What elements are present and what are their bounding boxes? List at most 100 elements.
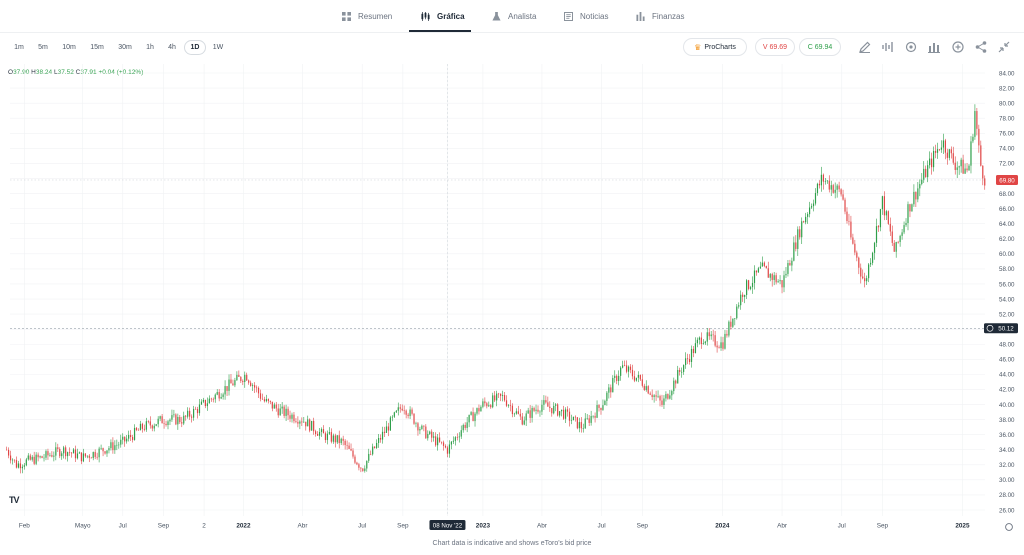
timeframe-1m[interactable]: 1m [14,44,24,51]
candle-body [159,416,161,419]
timeframe-4h[interactable]: 4h [168,44,176,51]
candle-body [972,136,974,142]
y-tick-label: 40.00 [999,402,1015,409]
candle-body [72,449,75,454]
candle-body [771,274,773,280]
candle-body [807,214,809,217]
candle-body [775,275,777,283]
share-icon[interactable] [974,40,988,54]
candle-body [777,281,779,283]
candle-body [513,413,515,415]
candle-body [196,409,199,414]
candle-body [915,191,917,200]
price-chart[interactable]: 26.00 28.00 30.00 32.00 34.00 36.00 38.00 40.00… [0,62,1024,540]
candle-body [23,465,25,467]
candle-body [525,413,527,421]
candle-body [885,211,887,216]
candle-body [671,391,673,396]
sell-button[interactable]: V 69.69 [755,38,795,56]
procharts-label: ProCharts [704,43,736,51]
candle-body [153,425,155,429]
timeframe-30m[interactable]: 30m [118,44,132,51]
tab-resumen[interactable]: Resumen [342,0,392,32]
timeframe-10m[interactable]: 10m [62,44,76,51]
timeframe-15m[interactable]: 15m [90,44,104,51]
candle-body [751,282,754,288]
candle-body [456,437,458,438]
tab-noticias[interactable]: Noticias [564,0,608,32]
candle-body [13,459,16,461]
candle-body [240,376,242,381]
candle-body [519,413,521,417]
tab-grafica[interactable]: Gráfica [421,0,465,32]
last-price-tag [996,174,1018,185]
candle-body [464,424,466,428]
candle-body [114,445,116,451]
y-tick-label: 60.00 [999,251,1015,258]
chart-disclaimer: Chart data is indicative and shows eToro… [432,540,592,547]
candle-body [90,457,92,459]
y-tick-label: 42.00 [999,387,1015,394]
add-icon[interactable] [951,40,965,54]
candle-body [147,421,149,422]
x-tick-label: Sep [397,523,409,530]
candle-body [297,421,299,424]
x-tick-label: Jul [358,523,366,530]
candle-body [415,423,417,424]
candle-body [533,408,535,411]
candle-body [505,400,508,406]
candle-body [712,334,714,336]
candle-body [80,452,83,462]
candle-body [25,459,27,466]
candle-body [179,417,181,423]
flask-icon [492,11,501,21]
candle-body [559,411,561,416]
candle-body [808,207,811,215]
candle-body [980,145,982,166]
buy-button[interactable]: C 69.94 [799,38,841,56]
candle-body [328,432,330,434]
candle-body [897,241,899,243]
candle-body [96,456,98,458]
candle-body [586,418,588,419]
candle-body [596,405,598,418]
candle-body [293,414,295,422]
candle-body [895,241,897,252]
candle-body [145,421,147,430]
candle-body [694,343,697,354]
candle-body [362,468,364,471]
procharts-button[interactable]: ♛ ProCharts [683,38,747,56]
candle-body [746,280,748,296]
timeframe-5m[interactable]: 5m [38,44,48,51]
candle-body [840,189,842,195]
candle-body [74,449,77,459]
candle-body [437,437,439,446]
settings-icon[interactable] [904,40,918,54]
candle-body [218,392,220,399]
collapse-icon[interactable] [997,40,1011,54]
candle-body [531,408,533,418]
candle-body [277,408,279,416]
x-tick-label: Jul [119,523,127,530]
candle-body [269,400,271,402]
candle-body [883,196,885,216]
tab-analista[interactable]: Analista [492,0,536,32]
candle-body [976,111,978,129]
indicator-wave-icon[interactable] [881,40,895,54]
candle-body [236,374,238,381]
chart-type-icon[interactable] [927,40,941,54]
candle-body [631,369,634,377]
candle-body [39,456,41,458]
timeframe-1w[interactable]: 1W [212,44,224,51]
candle-body [911,204,913,212]
candle-body [854,243,856,253]
candle-body [866,278,868,282]
timeframe-1h[interactable]: 1h [146,44,154,51]
news-icon [564,11,573,21]
pencil-icon[interactable] [858,40,872,54]
candle-body [923,168,925,180]
candle-body [842,194,844,200]
tab-finanzas[interactable]: Finanzas [636,0,684,32]
x-tick-label: Mayo [75,523,91,530]
timeframe-1d[interactable]: 1D [184,40,206,55]
